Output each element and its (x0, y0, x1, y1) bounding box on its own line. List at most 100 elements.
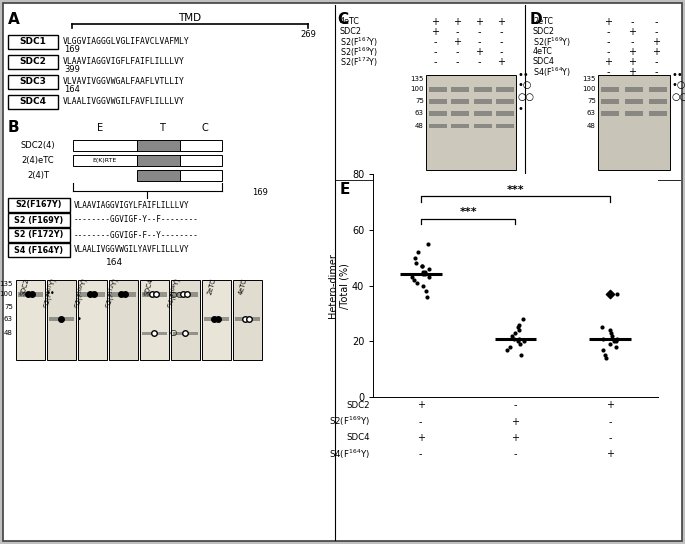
Text: -: - (477, 37, 481, 47)
FancyBboxPatch shape (429, 98, 447, 103)
Text: 63: 63 (415, 110, 424, 116)
Point (600, 351, 611, 360)
Text: SDC2: SDC2 (347, 401, 370, 410)
Text: SDC4: SDC4 (19, 97, 47, 107)
FancyBboxPatch shape (496, 110, 514, 115)
Text: SDC4: SDC4 (347, 434, 370, 442)
Text: -: - (608, 433, 612, 443)
Text: 63: 63 (4, 316, 13, 322)
Text: 2(4)T: 2(4)T (27, 171, 49, 180)
FancyBboxPatch shape (496, 98, 514, 103)
Point (597, 323, 608, 332)
Point (605, 329, 616, 337)
Text: 2eTC: 2eTC (533, 17, 553, 27)
Text: 164: 164 (64, 85, 80, 94)
Text: -: - (608, 417, 612, 426)
FancyBboxPatch shape (142, 331, 167, 335)
FancyBboxPatch shape (601, 98, 619, 103)
Text: 75: 75 (4, 304, 13, 310)
FancyBboxPatch shape (429, 110, 447, 115)
FancyBboxPatch shape (451, 124, 469, 128)
Text: -: - (514, 449, 517, 459)
Point (605, 326, 616, 335)
Text: +: + (453, 17, 461, 27)
Text: 75: 75 (587, 98, 596, 104)
Point (418, 270, 429, 279)
Text: ○: ○ (170, 329, 177, 337)
Text: 169: 169 (64, 45, 80, 54)
FancyBboxPatch shape (173, 292, 198, 296)
FancyBboxPatch shape (235, 317, 260, 321)
Text: +: + (628, 67, 636, 77)
FancyBboxPatch shape (16, 280, 45, 360)
Point (423, 239, 434, 248)
FancyBboxPatch shape (496, 124, 514, 128)
Text: -: - (419, 417, 423, 426)
Text: -: - (514, 400, 517, 410)
FancyBboxPatch shape (601, 86, 619, 91)
Text: S2 (F169Y): S2 (F169Y) (14, 215, 64, 225)
FancyBboxPatch shape (180, 170, 222, 181)
FancyBboxPatch shape (625, 86, 643, 91)
Point (418, 267, 429, 276)
Text: SDC2: SDC2 (20, 58, 47, 66)
FancyBboxPatch shape (47, 280, 76, 360)
Text: +: + (606, 449, 614, 459)
Text: +: + (628, 47, 636, 57)
Text: 269: 269 (300, 30, 316, 39)
Text: ○○: ○○ (672, 92, 685, 102)
Text: ***: *** (507, 185, 524, 195)
Text: VLGGVIAGGGLVGLIFAVCLVAFMLY: VLGGVIAGGGLVGLIFAVCLVAFMLY (63, 38, 190, 46)
Y-axis label: Hetero-dimer
/Total (%): Hetero-dimer /Total (%) (327, 253, 349, 318)
Text: +: + (497, 57, 505, 67)
Point (612, 334, 623, 343)
Text: S4(F$^{164}$Y): S4(F$^{164}$Y) (165, 276, 186, 310)
Text: S2(F$^{172}$Y): S2(F$^{172}$Y) (340, 55, 378, 69)
FancyBboxPatch shape (49, 317, 74, 321)
Text: -: - (433, 47, 437, 57)
FancyBboxPatch shape (137, 170, 180, 181)
Point (518, 314, 529, 323)
FancyBboxPatch shape (73, 140, 137, 151)
Text: -: - (456, 47, 459, 57)
Text: +: + (431, 17, 439, 27)
Text: 100: 100 (0, 291, 13, 297)
Point (410, 254, 421, 262)
Point (423, 273, 434, 282)
Text: -: - (606, 67, 610, 77)
Text: -: - (606, 47, 610, 57)
Text: •○: •○ (672, 80, 685, 90)
Text: B: B (8, 120, 20, 135)
Point (421, 287, 432, 295)
Point (418, 281, 429, 290)
Text: VLVAVIVGGVWGALFAAFLVTLLIY: VLVAVIVGGVWGALFAAFLVTLLIY (63, 77, 185, 86)
Point (514, 326, 525, 335)
Text: S4 (F164Y): S4 (F164Y) (14, 245, 64, 255)
Text: +: + (497, 17, 505, 27)
Point (423, 264, 434, 273)
FancyBboxPatch shape (649, 86, 667, 91)
Text: VLAALIVGGVWGILYAVFLILLLVY: VLAALIVGGVWGILYAVFLILLLVY (74, 245, 190, 255)
Text: SDC2(4): SDC2(4) (21, 141, 55, 150)
Point (419, 270, 430, 279)
FancyBboxPatch shape (598, 75, 670, 170)
FancyBboxPatch shape (233, 280, 262, 360)
Point (513, 337, 524, 346)
Text: •: • (77, 314, 82, 324)
Point (412, 279, 423, 287)
Text: S2(F$^{169}$Y): S2(F$^{169}$Y) (340, 45, 378, 59)
Text: 63: 63 (587, 110, 596, 116)
FancyBboxPatch shape (80, 292, 105, 296)
Text: ***: *** (459, 207, 477, 217)
Text: -: - (606, 27, 610, 37)
Text: +: + (475, 17, 483, 27)
Text: SDC2: SDC2 (340, 28, 362, 36)
Text: S2(F$^{172}$Y): S2(F$^{172}$Y) (103, 276, 123, 310)
Text: 100: 100 (410, 86, 424, 92)
Point (502, 345, 513, 354)
FancyBboxPatch shape (451, 98, 469, 103)
FancyBboxPatch shape (204, 317, 229, 321)
FancyBboxPatch shape (474, 124, 492, 128)
FancyBboxPatch shape (78, 280, 107, 360)
FancyBboxPatch shape (649, 110, 667, 115)
